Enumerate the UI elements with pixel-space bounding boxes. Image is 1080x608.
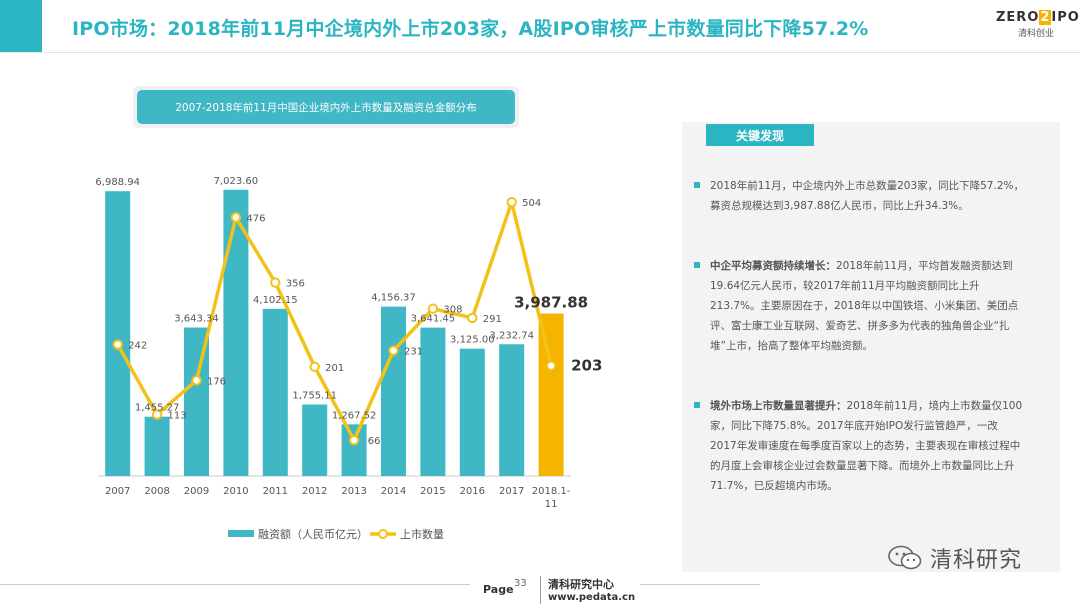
line-value-label: 203: [571, 357, 602, 375]
line-value-label: 176: [207, 376, 226, 387]
bar-value-label: 7,023.60: [214, 176, 259, 187]
legend-bar-label: 融资额（人民币亿元）: [258, 528, 368, 541]
x-tick-label: 2018.1-: [532, 486, 571, 497]
bar-value-label: 1,455.27: [135, 403, 180, 414]
page-number: 33: [514, 578, 527, 589]
finding-item-1: 2018年前11月，中企境内外上市总数量203家，同比下降57.2%，募资总规模…: [694, 176, 1024, 216]
footer-line-left: [0, 584, 470, 585]
bar-value-label: 3,987.88: [514, 293, 588, 311]
bar: [341, 424, 367, 476]
line-point: [388, 345, 399, 356]
bar-value-label: 3,232.74: [489, 330, 534, 341]
bar: [459, 348, 485, 476]
line-point: [506, 196, 517, 208]
key-findings-label: 关键发现: [706, 124, 814, 146]
line-point: [191, 375, 202, 386]
bar-value-label: 3,125.00: [450, 335, 495, 346]
line-value-label: 291: [483, 314, 502, 325]
x-tick-label: 2007: [105, 486, 130, 497]
bar: [144, 416, 170, 476]
x-tick-label: 2017: [499, 486, 524, 497]
line-point: [270, 277, 281, 288]
x-tick-label: 2011: [263, 486, 288, 497]
bar: [223, 189, 249, 476]
bullet-icon: [694, 262, 700, 268]
line-value-label: 504: [522, 198, 541, 209]
bar-value-label: 1,267.52: [332, 410, 377, 421]
bar: [105, 191, 131, 477]
page-label: Page: [483, 583, 514, 596]
bullet-icon: [694, 182, 700, 188]
line-point: [467, 312, 478, 324]
x-tick-label: 2008: [144, 486, 169, 497]
legend-line-label: 上市数量: [400, 527, 444, 541]
wechat-icon: [888, 545, 922, 570]
footer-url: www.pedata.cn: [548, 592, 636, 603]
footer-org: 清科研究中心: [548, 578, 614, 591]
line-value-label: 231: [404, 346, 423, 357]
x-tick-label: 2009: [184, 486, 209, 497]
bar-value-label: 3,641.45: [411, 314, 456, 325]
line-point: [348, 434, 360, 446]
x-tick-label: 2015: [420, 486, 445, 497]
bar-value-label: 6,988.94: [95, 177, 140, 188]
legend-line-marker: [378, 529, 388, 539]
x-tick-label: 2010: [223, 486, 248, 497]
x-tick-label: 2014: [381, 486, 406, 497]
bullet-icon: [694, 402, 700, 408]
line-value-label: 242: [128, 341, 147, 352]
line-point: [151, 409, 163, 420]
key-findings-panel: 关键发现 2018年前11月，中企境内外上市总数量203家，同比下降57.2%，…: [682, 122, 1060, 572]
chart-title-box: 2007-2018年前11月中国企业境内外上市数量及融资总金额分布: [133, 86, 519, 128]
x-tick-label: 2012: [302, 486, 327, 497]
bar: [302, 404, 328, 476]
bar-value-label: 1,755.11: [292, 390, 337, 401]
finding-item-2: 中企平均募资额持续增长：2018年前11月，平均首发融资额达到19.64亿元人民…: [694, 256, 1024, 356]
line-value-label: 308: [443, 305, 462, 316]
line-value-label: 356: [286, 279, 305, 290]
bar: [420, 327, 446, 476]
bar: [381, 306, 406, 476]
line-point: [112, 339, 123, 350]
brand-logo: ZERO2IPO 清科创业: [996, 10, 1080, 39]
bar-value-label: 4,156.37: [371, 293, 416, 304]
bar: [262, 308, 288, 476]
header-divider: [0, 52, 1080, 53]
finding-item-3: 境外市场上市数量显著提升：2018年前11月，境内上市数量仅100家，同比下降7…: [694, 396, 1024, 496]
bar-value-label: 3,643.34: [174, 314, 219, 325]
chart-title: 2007-2018年前11月中国企业境内外上市数量及融资总金额分布: [137, 90, 515, 124]
watermark: 清科研究: [888, 542, 1022, 574]
line-series: [116, 200, 553, 442]
line-point: [427, 303, 439, 314]
bar: [538, 313, 564, 476]
line-value-label: 66: [368, 436, 381, 447]
line-point: [545, 360, 557, 371]
bar: [499, 344, 525, 476]
line-value-label: 201: [325, 363, 344, 374]
bar-value-label: 4,102.15: [253, 295, 298, 306]
footer-line-right: [640, 584, 760, 585]
header-accent-bar: [0, 0, 42, 52]
x-tick-label: 2016: [460, 486, 485, 497]
footer-divider: [540, 576, 541, 604]
line-point: [230, 212, 242, 223]
legend-bar-swatch: [228, 530, 254, 537]
line-value-label: 113: [168, 411, 187, 422]
line-point: [309, 361, 320, 372]
chart-svg: 6,988.94 1,455.27 3,643.34 7,023.60 4,102.15…: [95, 176, 602, 541]
line-value-label: 476: [246, 213, 265, 224]
x-tick-label: 11: [545, 499, 558, 510]
x-tick-label: 2013: [341, 486, 366, 497]
page-title: IPO市场：2018年前11月中企境内外上市203家，A股IPO审核严上市数量同…: [72, 18, 869, 40]
